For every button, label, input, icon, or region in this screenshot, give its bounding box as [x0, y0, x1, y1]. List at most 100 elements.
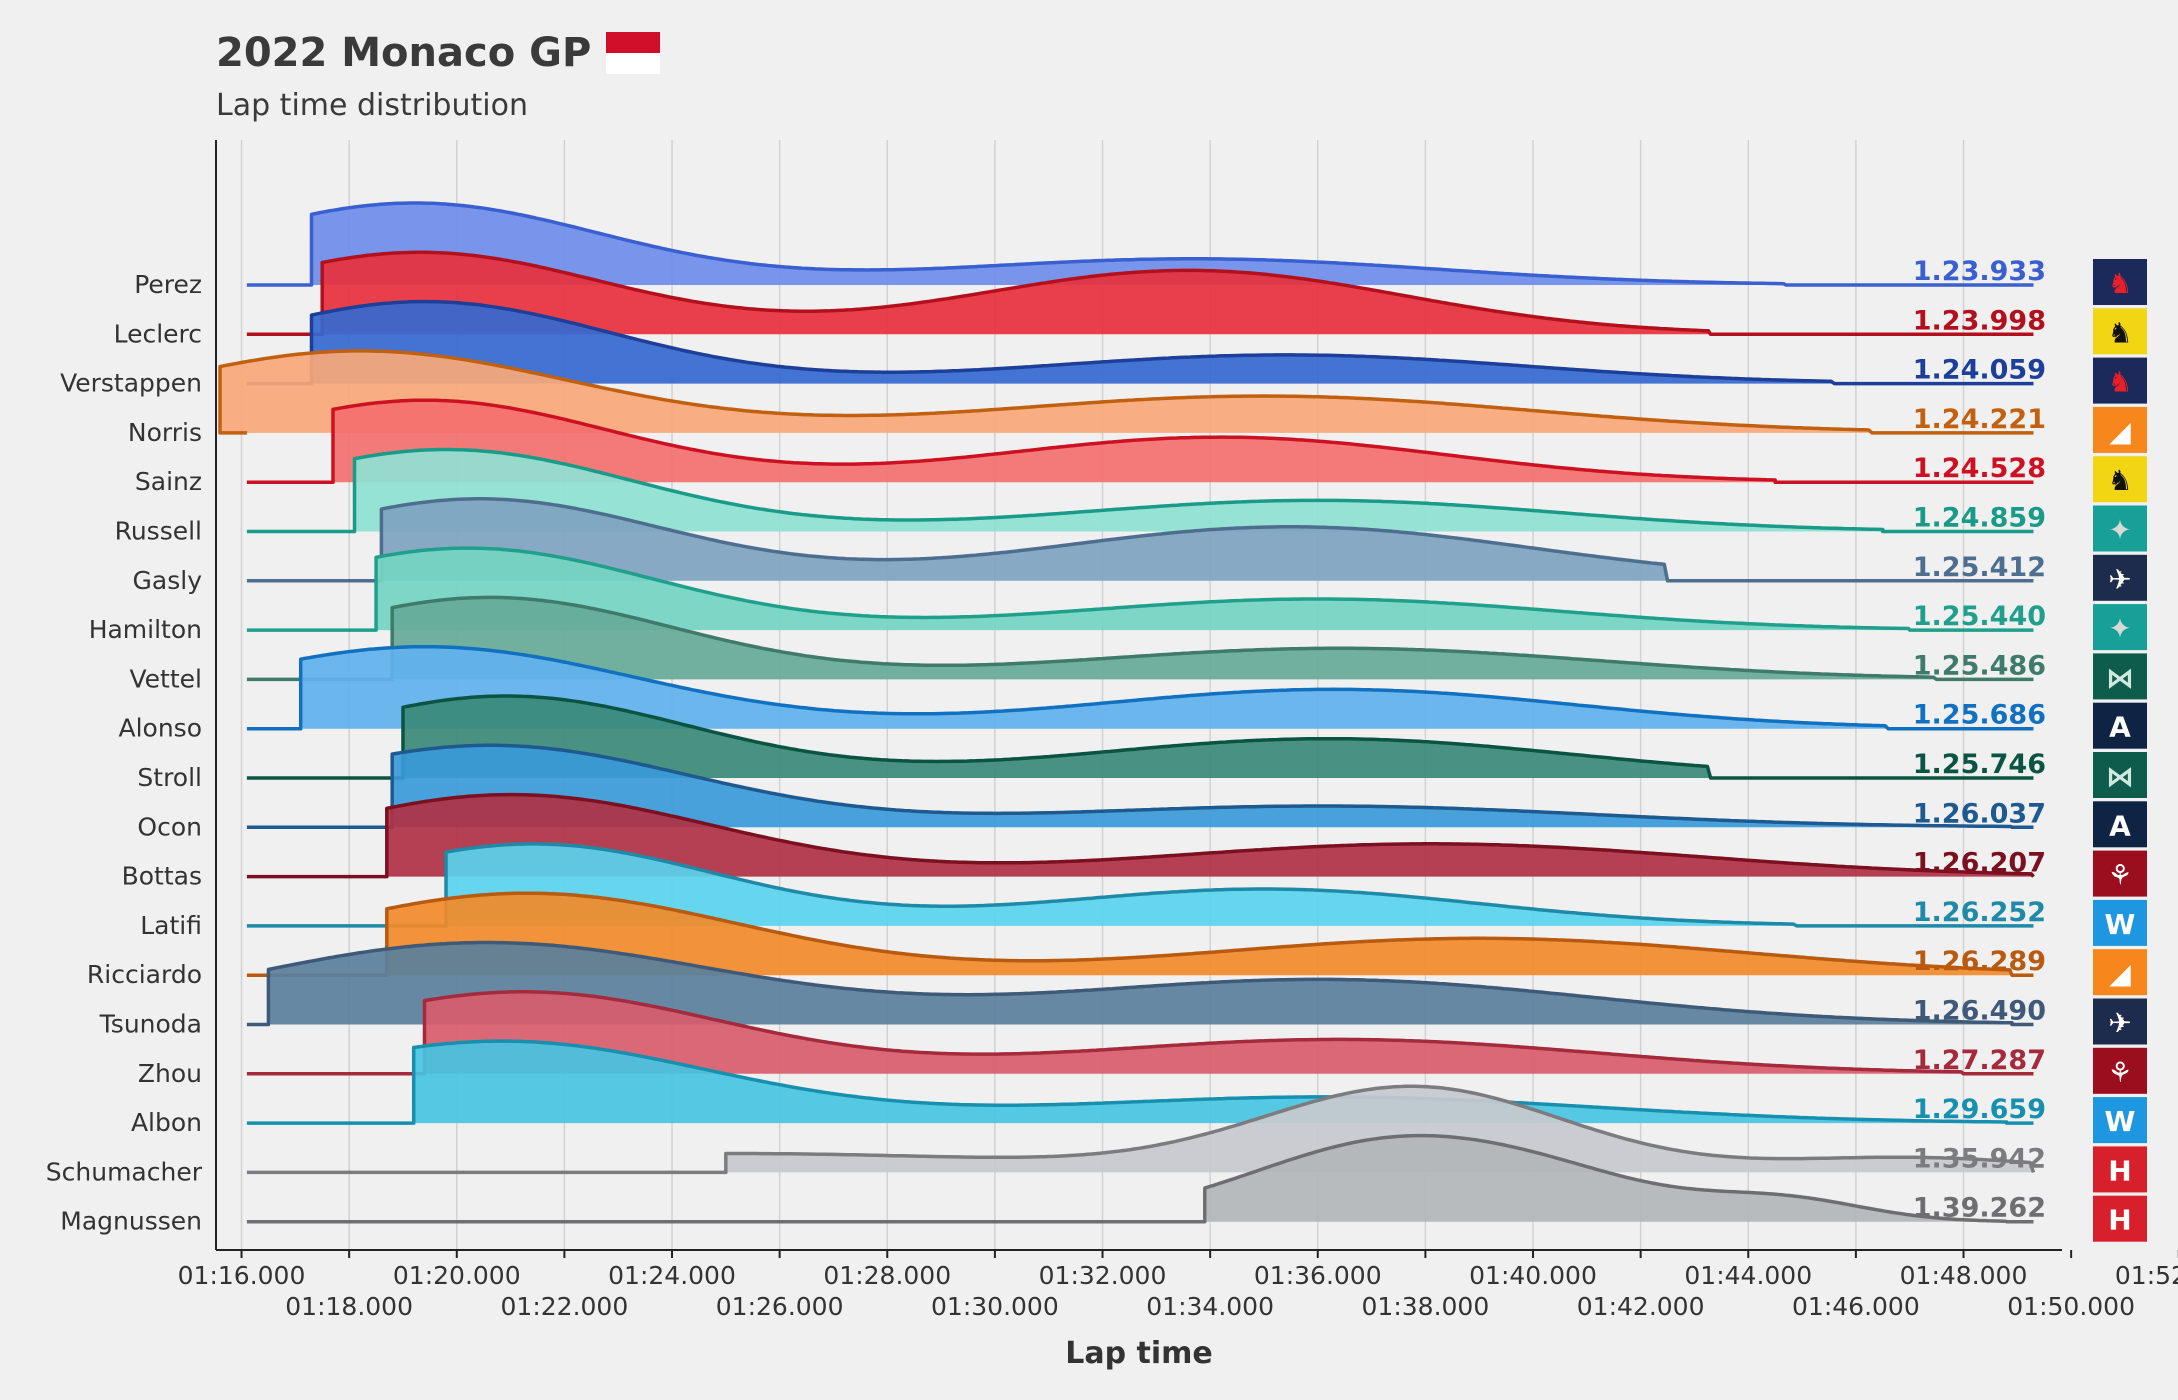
- ridge-area: [725, 1086, 2034, 1173]
- ridge-area: [446, 843, 1797, 926]
- team-logo-glyph: ◢: [2109, 415, 2131, 448]
- driver-labels: Perez Leclerc Verstappen Norris Sainz Russell…: [46, 270, 203, 1236]
- team-logo-glyph: H: [2108, 1204, 2131, 1237]
- team-logo-icon: A: [2093, 702, 2147, 749]
- driver-label: Alonso: [118, 714, 202, 743]
- x-tick-label: 01:46.000: [1792, 1292, 1920, 1321]
- best-lap-value: 1.26.207: [1913, 848, 2046, 879]
- ridge-area: [402, 696, 1711, 778]
- ridge-bottas: [246, 792, 2035, 879]
- driver-label: Vettel: [130, 664, 202, 693]
- driver-label: Russell: [115, 517, 202, 546]
- ridge-area: [220, 350, 1873, 433]
- ridge-line: [218, 349, 2034, 435]
- ridge-norris: [218, 349, 2034, 435]
- ridge-schumacher: [246, 1084, 2036, 1175]
- x-tick-label: 01:34.000: [1146, 1292, 1274, 1321]
- ridge-zhou: [246, 990, 2034, 1076]
- team-logo-icon: ✈: [2093, 998, 2147, 1045]
- driver-label: Leclerc: [114, 319, 202, 348]
- ridge-line: [246, 447, 2034, 534]
- team-logo-bg: [2093, 505, 2147, 552]
- x-tick-label: 01:18.000: [285, 1292, 413, 1321]
- ridge-area: [392, 745, 2012, 828]
- team-logo-icon: ◢: [2093, 406, 2147, 453]
- team-logo-bg: [2093, 406, 2147, 453]
- ridge-area: [392, 597, 1937, 680]
- ridge-area: [322, 252, 1711, 335]
- best-lap-value: 1.24.528: [1913, 453, 2046, 484]
- team-logo-glyph: H: [2108, 1154, 2131, 1187]
- team-logo-icon: ♞: [2093, 357, 2147, 404]
- driver-label: Zhou: [138, 1059, 202, 1088]
- team-logo-icon: ⚘: [2093, 1047, 2147, 1094]
- team-logo-icon: ✦: [2093, 604, 2147, 651]
- best-lap-value: 1.26.289: [1913, 946, 2046, 977]
- ridge-area: [381, 498, 1668, 581]
- team-logo-bg: [2093, 308, 2147, 355]
- team-logo-icon: ⚘: [2093, 850, 2147, 897]
- team-logo-glyph: ⋈: [2106, 661, 2134, 694]
- driver-label: Ocon: [137, 812, 202, 841]
- driver-label: Albon: [131, 1108, 202, 1137]
- best-lap-value: 1.24.859: [1913, 503, 2046, 534]
- team-logo-glyph: ⚘: [2107, 1056, 2132, 1089]
- x-tick-label: 01:30.000: [931, 1292, 1059, 1321]
- team-logo-bg: [2093, 1047, 2147, 1094]
- team-logo-glyph: W: [2105, 1105, 2136, 1138]
- x-axis-ticks: 01:16.000 01:20.000 01:24.000 01:28.000 01:3…: [178, 1250, 2178, 1321]
- ridge-sainz: [246, 398, 2034, 484]
- ridge-line: [246, 595, 2034, 682]
- team-logo-glyph: ♞: [2107, 316, 2132, 349]
- team-logo-icon: H: [2093, 1195, 2147, 1242]
- ridge-line: [246, 546, 2034, 632]
- team-logo-icon: ♞: [2093, 259, 2147, 305]
- ridge-line: [246, 644, 2034, 731]
- team-logo-glyph: ⚘: [2107, 859, 2132, 892]
- best-lap-value: 1.25.686: [1913, 700, 2046, 731]
- best-lap-value: 1.26.490: [1913, 996, 2046, 1027]
- team-logo-icon: ✈: [2093, 554, 2147, 601]
- driver-label: Perez: [134, 270, 202, 299]
- flag-red-stripe: [606, 32, 660, 53]
- team-logo-icon: ♞: [2093, 456, 2147, 503]
- ridge-area: [413, 1041, 2007, 1124]
- ridge-latifi: [246, 842, 2034, 928]
- team-logo-bg: [2093, 357, 2147, 404]
- ridge-area: [268, 942, 2012, 1025]
- x-tick-label: 01:44.000: [1684, 1261, 1812, 1290]
- ridge-line: [246, 299, 2034, 386]
- team-logo-glyph: ✦: [2108, 612, 2131, 645]
- team-logo-glyph: W: [2105, 908, 2136, 941]
- ridge-alonso: [246, 644, 2034, 731]
- x-tick-label: 01:32.000: [1039, 1261, 1167, 1290]
- best-lap-value: 1.24.221: [1913, 404, 2046, 435]
- best-lap-value: 1.23.933: [1913, 256, 2046, 287]
- ridge-gasly: [246, 497, 2034, 583]
- team-logo-icon: ◢: [2093, 949, 2147, 996]
- team-logo-bg: [2093, 1195, 2147, 1242]
- ridge-area: [354, 449, 1883, 532]
- x-tick-label: 01:26.000: [716, 1292, 844, 1321]
- ridge-line: [246, 250, 2034, 337]
- team-logo-bg: [2093, 554, 2147, 601]
- ridge-line: [246, 497, 2034, 583]
- ridge-area: [311, 301, 1835, 384]
- best-lap-value: 1.23.998: [1913, 305, 2046, 336]
- ridge-line: [246, 990, 2034, 1076]
- ridge-line: [246, 842, 2034, 928]
- ridge-line: [246, 940, 2034, 1027]
- driver-label: Schumacher: [46, 1157, 203, 1186]
- best-lap-value: 1.24.059: [1913, 355, 2046, 386]
- ridgeline-series: [218, 201, 2036, 1224]
- best-lap-value: 1.27.287: [1913, 1045, 2046, 1076]
- team-logo-glyph: A: [2109, 809, 2131, 842]
- ridge-line: [246, 398, 2034, 484]
- best-lap-value: 1.26.037: [1913, 798, 2046, 829]
- driver-label: Sainz: [135, 467, 202, 496]
- team-logo-icon: ⋈: [2093, 653, 2147, 700]
- team-logo-bg: [2093, 604, 2147, 651]
- ridge-area: [424, 991, 1964, 1074]
- chart-subtitle: Lap time distribution: [216, 88, 528, 123]
